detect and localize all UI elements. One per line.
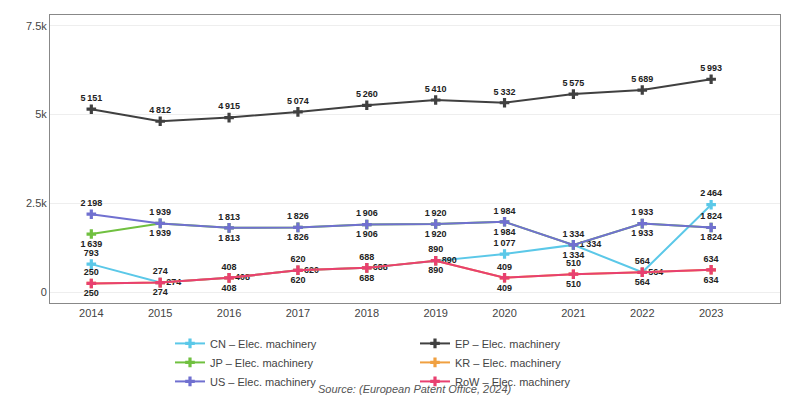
svg-text:634: 634 bbox=[704, 254, 719, 264]
svg-text:408: 408 bbox=[222, 283, 237, 293]
svg-text:1 906: 1 906 bbox=[356, 208, 378, 218]
svg-text:2021: 2021 bbox=[561, 307, 585, 319]
svg-text:634: 634 bbox=[704, 275, 719, 285]
svg-text:2 198: 2 198 bbox=[80, 198, 102, 208]
svg-text:JP – Elec. machinery: JP – Elec. machinery bbox=[210, 357, 314, 369]
svg-text:5 689: 5 689 bbox=[631, 74, 653, 84]
svg-text:2023: 2023 bbox=[699, 307, 723, 319]
svg-text:5 074: 5 074 bbox=[287, 96, 309, 106]
svg-text:1 933: 1 933 bbox=[631, 228, 653, 238]
svg-text:1 813: 1 813 bbox=[218, 212, 240, 222]
svg-text:5 151: 5 151 bbox=[80, 93, 102, 103]
svg-text:510: 510 bbox=[566, 279, 581, 289]
svg-text:5 260: 5 260 bbox=[356, 89, 378, 99]
svg-text:2015: 2015 bbox=[148, 307, 172, 319]
svg-text:US – Elec. machinery: US – Elec. machinery bbox=[210, 376, 316, 388]
svg-text:0: 0 bbox=[41, 286, 47, 298]
svg-text:1 939: 1 939 bbox=[149, 207, 171, 217]
svg-text:688: 688 bbox=[373, 262, 388, 272]
svg-text:2020: 2020 bbox=[492, 307, 516, 319]
svg-text:RoW – Elec. machinery: RoW – Elec. machinery bbox=[455, 376, 570, 388]
svg-text:2019: 2019 bbox=[423, 307, 447, 319]
svg-text:5 575: 5 575 bbox=[562, 78, 584, 88]
svg-text:620: 620 bbox=[290, 254, 305, 264]
svg-text:EP – Elec. machinery: EP – Elec. machinery bbox=[455, 338, 560, 350]
svg-text:2017: 2017 bbox=[286, 307, 310, 319]
svg-text:1 824: 1 824 bbox=[700, 232, 722, 242]
svg-text:4 915: 4 915 bbox=[218, 101, 240, 111]
svg-text:4 812: 4 812 bbox=[149, 105, 171, 115]
svg-text:688: 688 bbox=[359, 252, 374, 262]
svg-text:KR – Elec. machinery: KR – Elec. machinery bbox=[455, 357, 561, 369]
svg-text:1 077: 1 077 bbox=[494, 238, 516, 248]
svg-text:CN – Elec. machinery: CN – Elec. machinery bbox=[210, 338, 317, 350]
svg-text:250: 250 bbox=[84, 288, 99, 298]
svg-text:408: 408 bbox=[235, 272, 250, 282]
svg-text:1 826: 1 826 bbox=[287, 232, 309, 242]
svg-text:1 920: 1 920 bbox=[425, 208, 447, 218]
svg-text:5 410: 5 410 bbox=[425, 84, 447, 94]
svg-text:274: 274 bbox=[153, 287, 168, 297]
svg-text:5k: 5k bbox=[35, 108, 47, 120]
svg-text:5 332: 5 332 bbox=[494, 87, 516, 97]
svg-text:564: 564 bbox=[648, 267, 663, 277]
svg-text:688: 688 bbox=[359, 273, 374, 283]
svg-text:1 334: 1 334 bbox=[562, 250, 584, 260]
svg-text:2 464: 2 464 bbox=[700, 188, 722, 198]
svg-text:1 939: 1 939 bbox=[149, 228, 171, 238]
svg-text:1 933: 1 933 bbox=[631, 207, 653, 217]
svg-text:1 826: 1 826 bbox=[287, 211, 309, 221]
svg-text:2016: 2016 bbox=[217, 307, 241, 319]
svg-text:793: 793 bbox=[84, 248, 99, 258]
svg-text:274: 274 bbox=[166, 277, 181, 287]
svg-text:510: 510 bbox=[566, 258, 581, 268]
svg-text:620: 620 bbox=[290, 275, 305, 285]
svg-text:408: 408 bbox=[222, 262, 237, 272]
svg-text:1 984: 1 984 bbox=[494, 227, 516, 237]
svg-text:409: 409 bbox=[497, 283, 512, 293]
svg-text:1 334: 1 334 bbox=[562, 229, 584, 239]
svg-text:2.5k: 2.5k bbox=[26, 197, 47, 209]
svg-text:2022: 2022 bbox=[630, 307, 654, 319]
svg-text:2018: 2018 bbox=[355, 307, 379, 319]
svg-text:890: 890 bbox=[428, 265, 443, 275]
svg-text:1 920: 1 920 bbox=[425, 229, 447, 239]
svg-text:564: 564 bbox=[635, 256, 650, 266]
svg-text:1 984: 1 984 bbox=[494, 206, 516, 216]
svg-text:274: 274 bbox=[153, 266, 168, 276]
svg-text:1 334: 1 334 bbox=[579, 239, 601, 249]
svg-text:1 639: 1 639 bbox=[80, 239, 102, 249]
svg-text:1 906: 1 906 bbox=[356, 229, 378, 239]
svg-text:409: 409 bbox=[497, 262, 512, 272]
svg-text:564: 564 bbox=[635, 277, 650, 287]
svg-text:2014: 2014 bbox=[79, 307, 103, 319]
svg-text:620: 620 bbox=[304, 265, 319, 275]
svg-text:Source: (European Patent Offic: Source: (European Patent Office, 2024) bbox=[318, 383, 512, 395]
svg-text:250: 250 bbox=[84, 267, 99, 277]
svg-text:1 813: 1 813 bbox=[218, 233, 240, 243]
svg-text:7.5k: 7.5k bbox=[26, 20, 47, 32]
svg-text:890: 890 bbox=[442, 255, 457, 265]
svg-text:5 993: 5 993 bbox=[700, 63, 722, 73]
svg-text:1 824: 1 824 bbox=[700, 211, 722, 221]
svg-text:890: 890 bbox=[428, 244, 443, 254]
